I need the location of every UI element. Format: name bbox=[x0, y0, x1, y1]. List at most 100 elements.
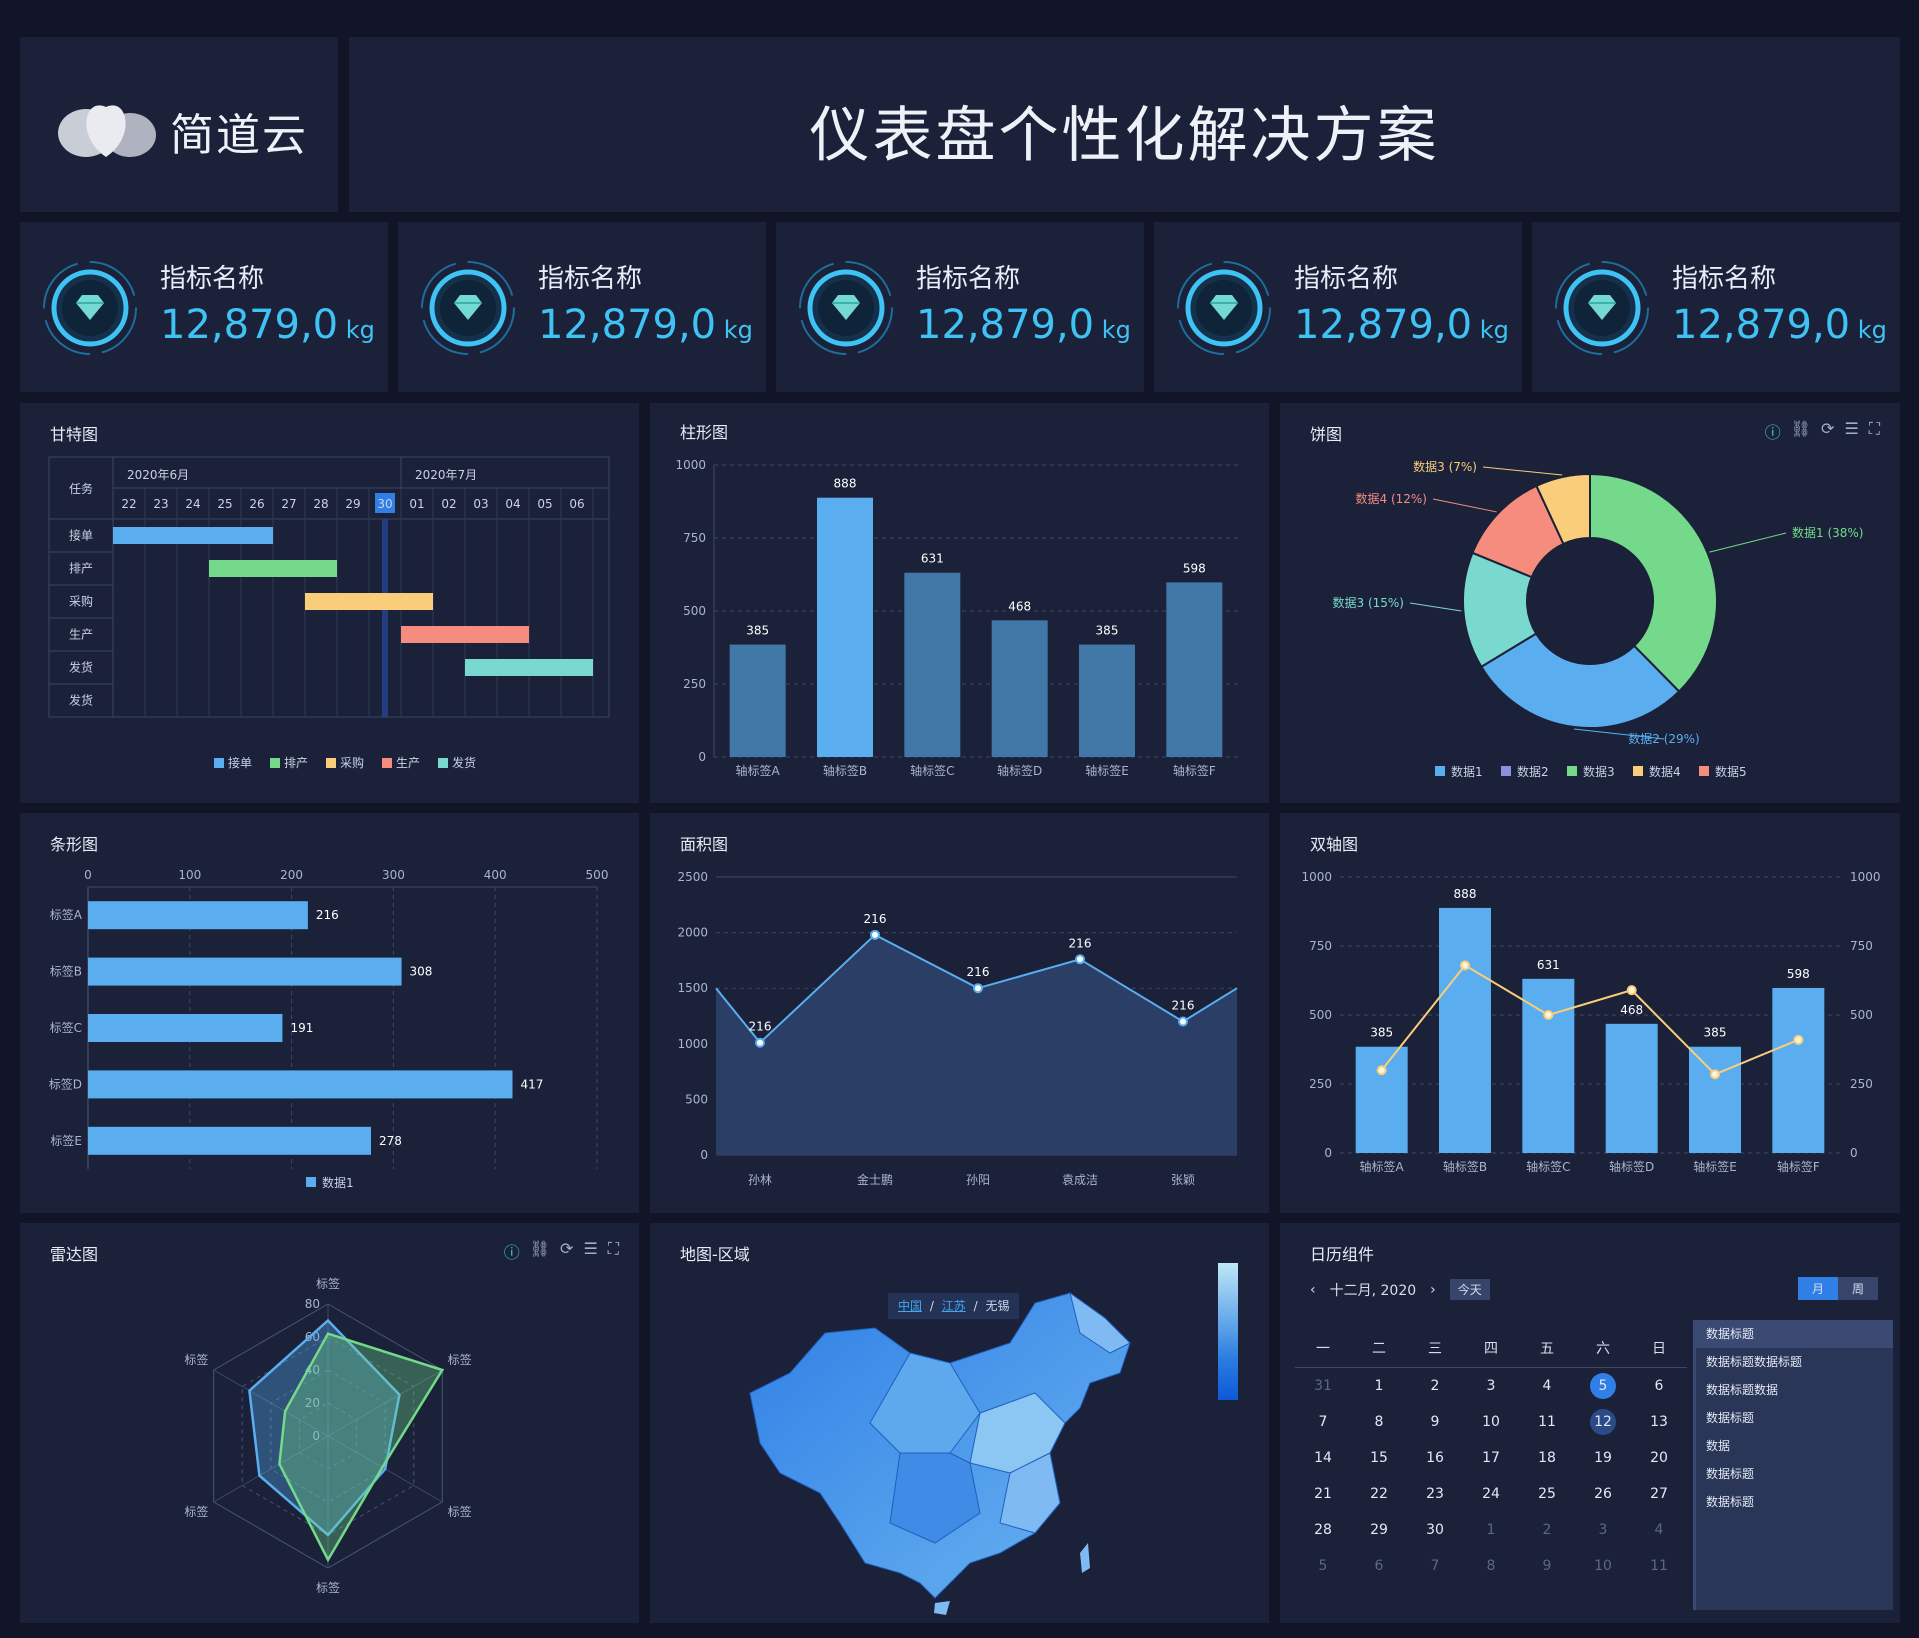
refresh-icon[interactable]: ⟳ bbox=[560, 1239, 574, 1258]
link-icon[interactable]: ⛓ bbox=[1790, 419, 1812, 438]
calendar-day[interactable]: 6 bbox=[1631, 1368, 1687, 1404]
fullscreen-icon[interactable]: ⛶ bbox=[607, 1239, 619, 1258]
today-button[interactable]: 今天 bbox=[1449, 1279, 1490, 1300]
calendar-panel: 日历组件 ‹ 十二月, 2020 › 今天 月 周 一二三四五六日 31 1 2 3 4 5… bbox=[1280, 1223, 1900, 1623]
calendar-day-number: 2 bbox=[1542, 1522, 1552, 1538]
calendar-day[interactable]: 9 bbox=[1407, 1404, 1463, 1440]
calendar-day[interactable]: 24 bbox=[1463, 1476, 1519, 1512]
kpi-unit: kg bbox=[716, 316, 753, 344]
x-tick-label: 200 bbox=[280, 868, 303, 882]
y-tick-label: 1500 bbox=[677, 981, 708, 995]
calendar-day[interactable]: 5 bbox=[1575, 1368, 1631, 1404]
view-month-button[interactable]: 月 bbox=[1797, 1277, 1838, 1300]
calendar-event-item[interactable]: 数据标题 bbox=[1706, 1495, 1755, 1509]
calendar-day-number: 24 bbox=[1482, 1486, 1500, 1502]
calendar-day[interactable]: 10 bbox=[1575, 1548, 1631, 1584]
calendar-day[interactable]: 7 bbox=[1407, 1548, 1463, 1584]
calendar-event-item[interactable]: 数据 bbox=[1706, 1439, 1731, 1453]
calendar-day[interactable]: 21 bbox=[1295, 1476, 1351, 1512]
kpi-name: 指标名称 bbox=[538, 264, 643, 294]
map-island[interactable] bbox=[934, 1601, 950, 1615]
view-week-button[interactable]: 周 bbox=[1837, 1277, 1878, 1300]
pie-slice bbox=[1535, 472, 1591, 546]
breadcrumb-jiangsu[interactable]: 江苏 bbox=[941, 1299, 966, 1313]
y2-tick-label: 0 bbox=[1850, 1146, 1858, 1160]
calendar-day[interactable]: 30 bbox=[1407, 1512, 1463, 1548]
calendar-day[interactable]: 13 bbox=[1631, 1404, 1687, 1440]
bar bbox=[1522, 978, 1575, 1153]
calendar-day[interactable]: 17 bbox=[1463, 1440, 1519, 1476]
calendar-event-item[interactable]: 数据标题 bbox=[1706, 1467, 1755, 1481]
pie-slice-label: 数据2 (29%) bbox=[1628, 731, 1700, 746]
calendar-day[interactable]: 10 bbox=[1463, 1404, 1519, 1440]
breadcrumb-china[interactable]: 中国 bbox=[898, 1299, 923, 1313]
calendar-event-item[interactable]: 数据标题 bbox=[1696, 1320, 1893, 1348]
gantt-row-label: 接单 bbox=[69, 528, 93, 543]
calendar-day[interactable]: 18 bbox=[1519, 1440, 1575, 1476]
calendar-event-item[interactable]: 数据标题 bbox=[1706, 1411, 1755, 1425]
chevron-left-icon[interactable]: ‹ bbox=[1310, 1281, 1316, 1298]
calendar-day[interactable]: 4 bbox=[1519, 1368, 1575, 1404]
bar bbox=[1079, 644, 1135, 757]
calendar-day[interactable]: 26 bbox=[1575, 1476, 1631, 1512]
sort-icon[interactable]: ☰ bbox=[1844, 419, 1859, 438]
info-icon[interactable]: ⓘ bbox=[1764, 423, 1781, 442]
map-region[interactable] bbox=[889, 1452, 981, 1544]
map-island[interactable] bbox=[1080, 1543, 1090, 1573]
refresh-icon[interactable]: ⟳ bbox=[1821, 419, 1835, 438]
calendar-day[interactable]: 27 bbox=[1631, 1476, 1687, 1512]
calendar-day[interactable]: 15 bbox=[1351, 1440, 1407, 1476]
diamond-badge-icon bbox=[421, 261, 515, 355]
calendar-day[interactable]: 29 bbox=[1351, 1512, 1407, 1548]
area-chart: 0 500 1000 1500 2000 2500 216 孙林 216 金士鹏 216 孙阳 216 袁… bbox=[677, 870, 1238, 1187]
data-label: 278 bbox=[379, 1134, 402, 1148]
calendar-day-number: 31 bbox=[1314, 1378, 1332, 1394]
calendar-day[interactable]: 3 bbox=[1463, 1368, 1519, 1404]
calendar-day[interactable]: 12 bbox=[1575, 1404, 1631, 1440]
radar-title: 雷达图 bbox=[50, 1245, 99, 1264]
calendar-day[interactable]: 3 bbox=[1575, 1512, 1631, 1548]
calendar-day[interactable]: 8 bbox=[1351, 1404, 1407, 1440]
calendar-day[interactable]: 22 bbox=[1351, 1476, 1407, 1512]
calendar-day[interactable]: 2 bbox=[1407, 1368, 1463, 1404]
calendar-event-item[interactable]: 数据标题数据 bbox=[1706, 1383, 1779, 1397]
calendar-day[interactable]: 25 bbox=[1519, 1476, 1575, 1512]
calendar-day[interactable]: 11 bbox=[1519, 1404, 1575, 1440]
calendar-day[interactable]: 2 bbox=[1519, 1512, 1575, 1548]
map-region[interactable] bbox=[999, 1452, 1061, 1534]
calendar-day[interactable]: 11 bbox=[1631, 1548, 1687, 1584]
calendar-day[interactable]: 14 bbox=[1295, 1440, 1351, 1476]
fullscreen-icon[interactable]: ⛶ bbox=[1868, 419, 1880, 438]
calendar-day[interactable]: 9 bbox=[1519, 1548, 1575, 1584]
calendar-day[interactable]: 19 bbox=[1575, 1440, 1631, 1476]
info-icon[interactable]: ⓘ bbox=[503, 1243, 520, 1262]
sort-icon[interactable]: ☰ bbox=[583, 1239, 598, 1258]
calendar-day-number: 30 bbox=[1426, 1522, 1444, 1538]
calendar-day[interactable]: 5 bbox=[1295, 1548, 1351, 1584]
chevron-right-icon[interactable]: › bbox=[1430, 1281, 1436, 1298]
calendar-day-number: 7 bbox=[1430, 1558, 1440, 1574]
calendar-event-item[interactable]: 数据标题数据标题 bbox=[1706, 1355, 1803, 1369]
calendar-day[interactable]: 1 bbox=[1463, 1512, 1519, 1548]
x-tick-label: 0 bbox=[84, 868, 92, 882]
calendar-week-row: 31 1 2 3 4 5 6 bbox=[1295, 1368, 1687, 1404]
calendar-day[interactable]: 7 bbox=[1295, 1404, 1351, 1440]
pie-legend-label: 数据2 bbox=[1517, 764, 1549, 779]
pie-panel: 饼图 ⓘ ⛓ ⟳ ☰ ⛶ 数据1 (38%) 数据2 (29%) 数据3 (15%)… bbox=[1280, 403, 1900, 803]
link-icon[interactable]: ⛓ bbox=[529, 1239, 551, 1258]
data-label: 216 bbox=[967, 965, 990, 979]
calendar-day[interactable]: 20 bbox=[1631, 1440, 1687, 1476]
calendar-day[interactable]: 8 bbox=[1463, 1548, 1519, 1584]
calendar-day[interactable]: 16 bbox=[1407, 1440, 1463, 1476]
calendar-day[interactable]: 31 bbox=[1295, 1368, 1351, 1404]
calendar-day[interactable]: 23 bbox=[1407, 1476, 1463, 1512]
map-region[interactable] bbox=[1069, 1291, 1131, 1354]
calendar-day[interactable]: 6 bbox=[1351, 1548, 1407, 1584]
kpi-card: 指标名称 12,879,0 kg bbox=[398, 222, 766, 392]
calendar-day-number: 19 bbox=[1594, 1450, 1612, 1466]
calendar-day[interactable]: 4 bbox=[1631, 1512, 1687, 1548]
calendar-day[interactable]: 28 bbox=[1295, 1512, 1351, 1548]
data-label: 598 bbox=[1183, 561, 1206, 575]
china-map[interactable] bbox=[650, 1223, 1269, 1623]
calendar-day[interactable]: 1 bbox=[1351, 1368, 1407, 1404]
